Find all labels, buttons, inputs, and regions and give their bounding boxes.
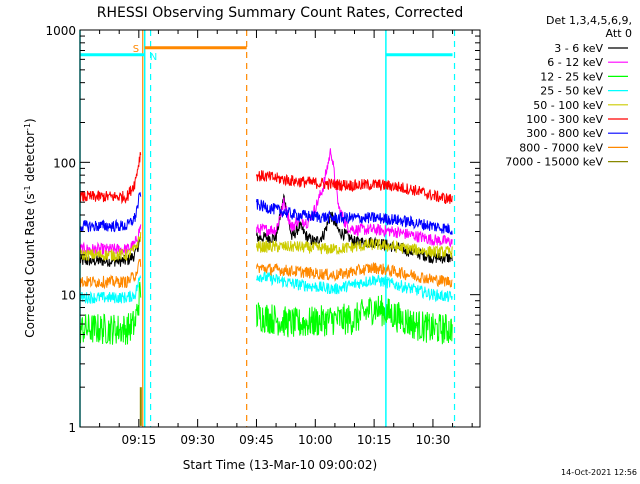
y-label-sup-1: -1 (23, 185, 32, 193)
series-25-50-kev-segment-0 (79, 274, 142, 304)
night-flag-label: N (150, 52, 157, 63)
legend-label-0: 3 - 6 keV (554, 42, 603, 55)
legend-label-5: 100 - 300 keV (526, 113, 603, 126)
legend-label-2: 12 - 25 keV (540, 70, 603, 83)
x-axis-label: Start Time (13-Mar-10 09:00:02) (183, 458, 377, 472)
legend-label-4: 50 - 100 keV (533, 99, 603, 112)
footer-timestamp: 14-Oct-2021 12:56 (561, 468, 637, 477)
y-label-part-2: detector (23, 131, 37, 186)
y-tick-label-2: 100 (53, 156, 76, 170)
legend-label-8: 7000 - 15000 keV (505, 156, 603, 169)
y-axis-label: Corrected Count Rate (s-1 detector-1) (23, 118, 38, 337)
series-25-50-kev-segment-1 (256, 271, 453, 303)
series-100-300-kev-segment-1 (256, 170, 453, 205)
x-tick-label-0: 09:15 (122, 433, 157, 447)
series-12-25-kev (79, 281, 453, 345)
legend-label-6: 300 - 800 keV (526, 127, 603, 140)
x-tick-label-5: 10:30 (416, 433, 451, 447)
plot-frame (79, 29, 481, 428)
legend-label-7: 800 - 7000 keV (519, 141, 603, 154)
series-300-800-kev (79, 191, 453, 235)
series-800-7000-kev (79, 258, 453, 290)
series-12-25-kev-segment-1 (256, 294, 453, 345)
y-tick-label-1: 10 (61, 289, 76, 303)
x-tick-label-4: 10:15 (357, 433, 392, 447)
series-3-6-kev-segment-0 (79, 235, 142, 267)
chart-title: RHESSI Observing Summary Count Rates, Co… (97, 5, 463, 21)
series-800-7000-kev-segment-1 (256, 262, 453, 288)
series-300-800-kev-segment-0 (79, 191, 142, 233)
y-tick-label-3: 1000 (45, 24, 76, 38)
legend-label-3: 25 - 50 keV (540, 85, 603, 98)
y-tick-label-0: 1 (68, 421, 76, 435)
series-6-12-kev-segment-1 (256, 148, 453, 248)
legend-header-line-1: Det 1,3,4,5,6,9, (546, 14, 632, 27)
series-100-300-kev-segment-0 (79, 152, 142, 205)
series-50-100-kev-segment-0 (79, 232, 142, 263)
series-50-100-kev-segment-1 (256, 237, 453, 258)
series-300-800-kev-segment-1 (256, 198, 453, 235)
y-label-part-1: Corrected Count Rate (s (23, 193, 37, 337)
series-800-7000-kev-segment-0 (79, 258, 142, 290)
series-50-100-kev (79, 232, 453, 263)
x-tick-label-2: 09:45 (239, 433, 274, 447)
saa-flag-label: S (133, 44, 139, 55)
y-label-sup-2: -1 (23, 123, 32, 131)
y-label-part-3: ) (23, 118, 37, 123)
series-25-50-kev (79, 271, 453, 304)
legend-header-line-2: Att 0 (606, 27, 632, 40)
series-12-25-kev-segment-0 (79, 281, 142, 345)
x-tick-label-1: 09:30 (180, 433, 215, 447)
x-tick-label-3: 10:00 (298, 433, 333, 447)
legend-label-1: 6 - 12 keV (547, 56, 603, 69)
series-100-300-kev (79, 152, 453, 205)
